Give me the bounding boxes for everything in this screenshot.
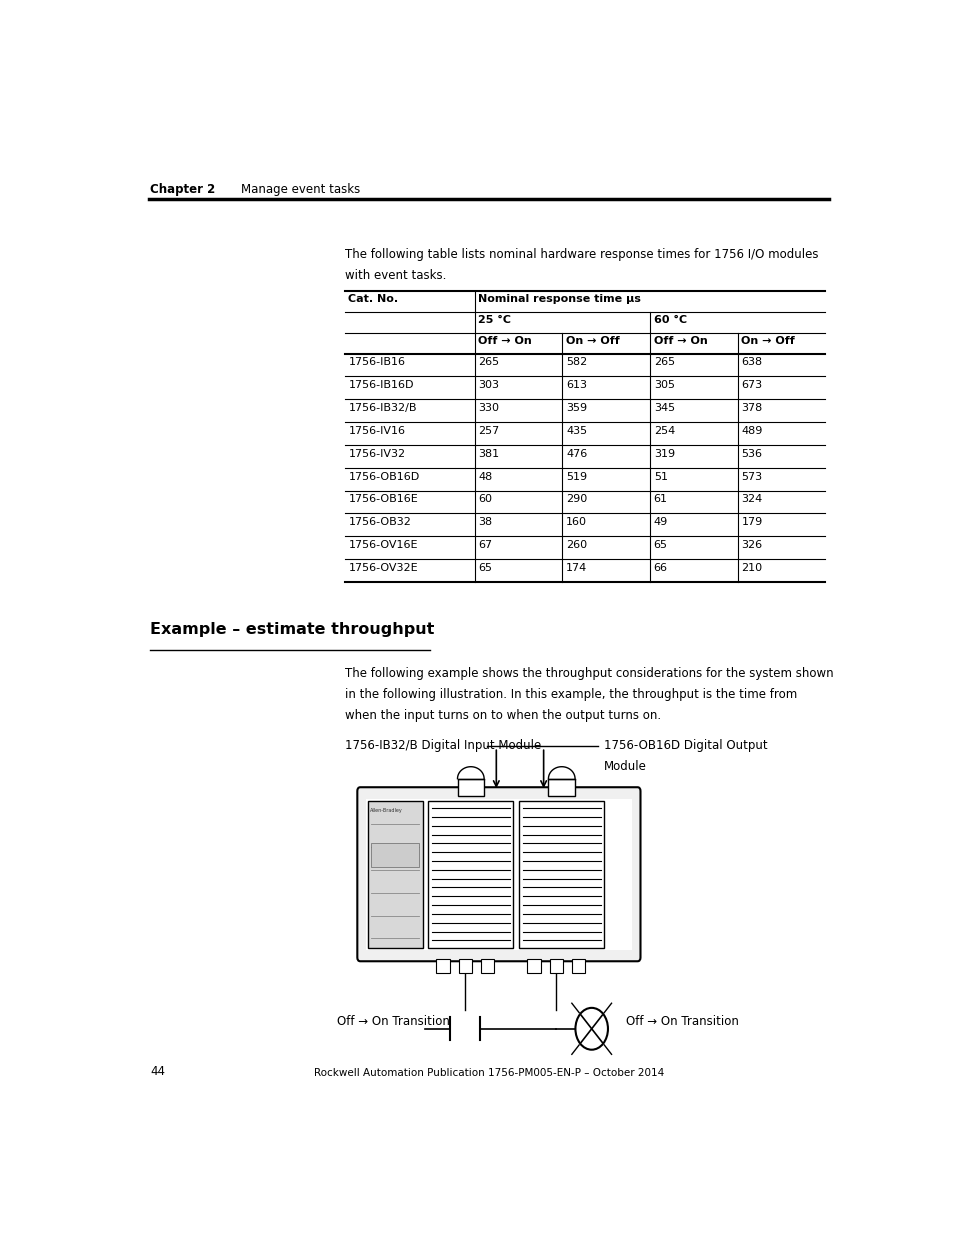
Text: 435: 435: [565, 426, 587, 436]
Text: Off → On: Off → On: [653, 336, 707, 346]
Text: 257: 257: [477, 426, 499, 436]
Text: 378: 378: [740, 403, 761, 412]
Text: 1756-IV32: 1756-IV32: [348, 448, 405, 458]
Text: 573: 573: [740, 472, 761, 482]
Text: 254: 254: [653, 426, 675, 436]
Text: 1756-IV16: 1756-IV16: [348, 426, 405, 436]
Text: 66: 66: [653, 563, 667, 573]
Bar: [549, 960, 562, 973]
Text: 319: 319: [653, 448, 674, 458]
Text: 65: 65: [653, 540, 667, 550]
Text: Manage event tasks: Manage event tasks: [241, 183, 360, 196]
Text: 1756-IB32/B Digital Input Module: 1756-IB32/B Digital Input Module: [344, 739, 540, 752]
Text: 174: 174: [565, 563, 587, 573]
Text: Off → On Transition: Off → On Transition: [337, 1015, 450, 1028]
Text: when the input turns on to when the output turns on.: when the input turns on to when the outp…: [344, 709, 660, 722]
Text: Off → On Transition: Off → On Transition: [626, 1015, 739, 1028]
Text: 638: 638: [740, 357, 761, 367]
Text: 67: 67: [477, 540, 492, 550]
Circle shape: [575, 1008, 607, 1050]
Text: 160: 160: [565, 517, 586, 527]
Text: Cat. No.: Cat. No.: [348, 294, 398, 304]
Text: 179: 179: [740, 517, 761, 527]
Text: 582: 582: [565, 357, 587, 367]
Text: The following example shows the throughput considerations for the system shown: The following example shows the throughp…: [344, 667, 833, 680]
Bar: [366, 799, 631, 950]
Text: Nominal response time μs: Nominal response time μs: [477, 294, 640, 304]
Bar: [457, 779, 483, 795]
Text: 1756-OB32: 1756-OB32: [348, 517, 411, 527]
Text: 1756-OB16D: 1756-OB16D: [348, 472, 419, 482]
Bar: [367, 800, 423, 948]
FancyBboxPatch shape: [357, 787, 639, 961]
Text: 305: 305: [653, 380, 674, 390]
Text: 476: 476: [565, 448, 587, 458]
Bar: [371, 844, 419, 867]
Bar: [458, 960, 472, 973]
Bar: [527, 960, 540, 973]
Text: 25 °C: 25 °C: [477, 315, 511, 325]
Text: 60 °C: 60 °C: [653, 315, 686, 325]
Text: 345: 345: [653, 403, 674, 412]
Text: 519: 519: [565, 472, 587, 482]
Bar: [436, 960, 449, 973]
Text: 44: 44: [151, 1066, 165, 1078]
Text: 61: 61: [653, 494, 667, 504]
Text: 673: 673: [740, 380, 761, 390]
Text: 1756-IB32/B: 1756-IB32/B: [348, 403, 416, 412]
Text: On → Off: On → Off: [740, 336, 794, 346]
Text: 49: 49: [653, 517, 667, 527]
Text: Allen-Bradley: Allen-Bradley: [370, 808, 402, 813]
Bar: [428, 800, 513, 948]
Text: 1756-IB16D: 1756-IB16D: [348, 380, 414, 390]
Text: 489: 489: [740, 426, 762, 436]
Text: 51: 51: [653, 472, 667, 482]
Text: 210: 210: [740, 563, 761, 573]
Text: 60: 60: [477, 494, 492, 504]
Bar: [480, 960, 494, 973]
Text: 381: 381: [477, 448, 499, 458]
Text: 359: 359: [565, 403, 587, 412]
Text: 613: 613: [565, 380, 586, 390]
Text: Rockwell Automation Publication 1756-PM005-EN-P – October 2014: Rockwell Automation Publication 1756-PM0…: [314, 1068, 663, 1078]
Bar: [548, 779, 575, 795]
Text: 536: 536: [740, 448, 761, 458]
Text: 265: 265: [477, 357, 499, 367]
Bar: [571, 960, 584, 973]
Text: 65: 65: [477, 563, 492, 573]
Text: 290: 290: [565, 494, 587, 504]
Text: 38: 38: [477, 517, 492, 527]
Text: Chapter 2: Chapter 2: [151, 183, 215, 196]
Text: 1756-OB16E: 1756-OB16E: [348, 494, 417, 504]
Text: 265: 265: [653, 357, 674, 367]
Text: 48: 48: [477, 472, 492, 482]
Bar: [518, 800, 603, 948]
Text: 330: 330: [477, 403, 498, 412]
Text: 1756-OV32E: 1756-OV32E: [348, 563, 417, 573]
Text: On → Off: On → Off: [565, 336, 619, 346]
Text: 324: 324: [740, 494, 761, 504]
Text: Off → On: Off → On: [477, 336, 532, 346]
Text: Example – estimate throughput: Example – estimate throughput: [151, 621, 435, 637]
Text: 303: 303: [477, 380, 498, 390]
Text: 1756-OB16D Digital Output: 1756-OB16D Digital Output: [603, 739, 766, 752]
Text: in the following illustration. In this example, the throughput is the time from: in the following illustration. In this e…: [344, 688, 796, 701]
Text: with event tasks.: with event tasks.: [344, 269, 446, 282]
Text: The following table lists nominal hardware response times for 1756 I/O modules: The following table lists nominal hardwa…: [344, 248, 818, 261]
Text: Module: Module: [603, 760, 646, 773]
Text: 1756-OV16E: 1756-OV16E: [348, 540, 417, 550]
Text: 260: 260: [565, 540, 587, 550]
Text: 326: 326: [740, 540, 761, 550]
Text: 1756-IB16: 1756-IB16: [348, 357, 405, 367]
